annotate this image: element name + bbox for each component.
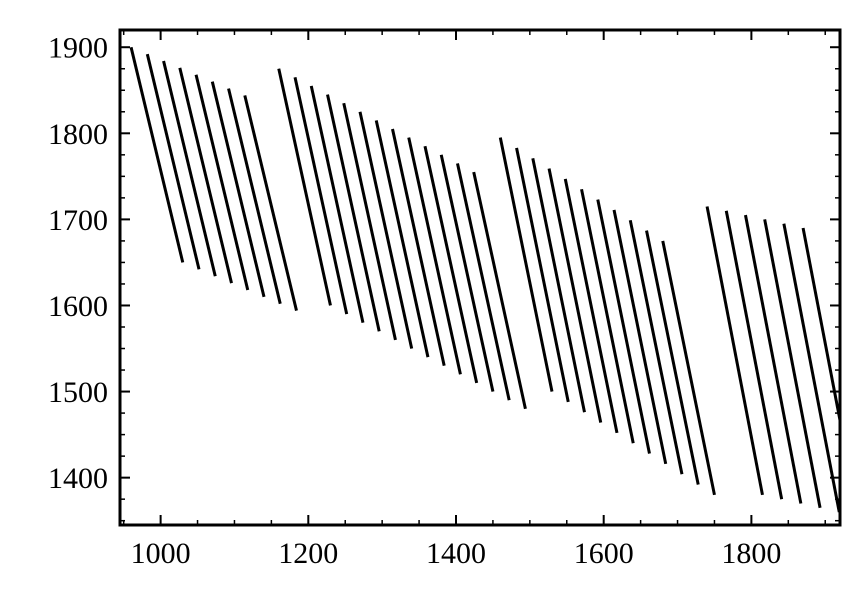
y-tick-label: 1700	[48, 204, 108, 237]
x-tick-label: 1000	[131, 537, 191, 570]
y-tick-label: 1400	[48, 462, 108, 495]
x-tick-label: 1800	[721, 537, 781, 570]
x-tick-label: 1600	[574, 537, 634, 570]
y-tick-label: 1800	[48, 118, 108, 151]
x-tick-label: 1400	[426, 537, 486, 570]
chart-svg: 1000 1200 1400 1600 1800 1400 1500 1600 1700 1800…	[0, 0, 863, 589]
y-tick-label: 1500	[48, 376, 108, 409]
chart-container: 1000 1200 1400 1600 1800 1400 1500 1600 1700 1800…	[0, 0, 863, 589]
x-tick-label: 1200	[278, 537, 338, 570]
y-tick-label: 1900	[48, 32, 108, 65]
y-tick-label: 1600	[48, 290, 108, 323]
